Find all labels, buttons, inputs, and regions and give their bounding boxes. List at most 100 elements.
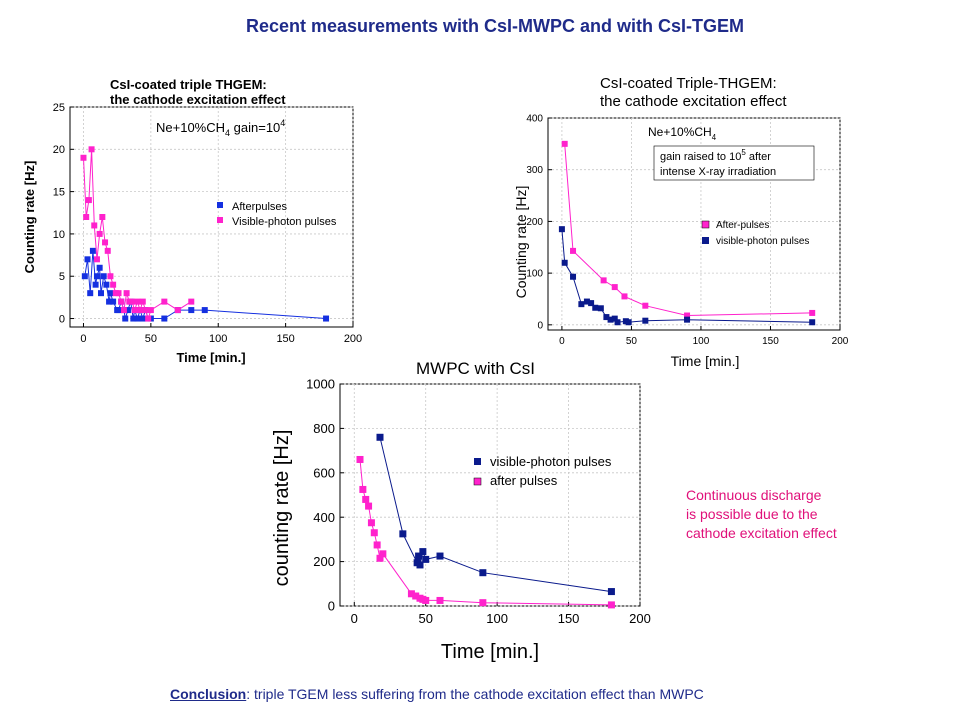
series-1-point [422, 555, 430, 563]
note-line-2: is possible due to the [686, 506, 818, 522]
series-2-point [583, 298, 590, 305]
series-2-point [359, 485, 367, 493]
legend-label-2: visible-photon pulses [716, 236, 809, 247]
y-tick-label: 800 [313, 421, 335, 436]
x-tick-label: 150 [558, 611, 580, 626]
chart-title: MWPC with CsI [416, 359, 535, 378]
x-tick-label: 100 [693, 336, 710, 347]
series-2-point [120, 307, 127, 314]
series-2-point [85, 197, 92, 204]
series-2-point [80, 154, 87, 161]
annotation-box [653, 145, 815, 181]
x-tick-label: 150 [762, 336, 779, 347]
series-2-point [607, 601, 615, 609]
series-1-point [479, 569, 487, 577]
slide-title: Recent measurements with CsI-MWPC and wi… [245, 16, 745, 36]
thgem-excitation-chart: 0 50 100 150 200 0 5 10 15 20 25 Time [min.] Countin… [22, 77, 362, 365]
series-1-point [684, 312, 691, 319]
series-1-point [134, 315, 141, 322]
y-axis-label: counting rate [Hz] [271, 430, 293, 587]
series-2-point [379, 550, 387, 558]
series-2-point [83, 214, 90, 220]
series-1-point [81, 273, 88, 280]
legend-label-1: Afterpulses [232, 201, 288, 213]
series-2-point [99, 214, 106, 220]
note-line-1: Continuous discharge [686, 487, 822, 503]
series-2-point [809, 319, 816, 326]
series-2-point [603, 314, 610, 321]
series-2-point [115, 290, 122, 297]
series-1-point [130, 315, 137, 322]
series-2-point [88, 146, 95, 153]
series-2-point [356, 455, 364, 463]
y-tick-label: 1000 [306, 377, 335, 392]
series-2-point [93, 256, 100, 263]
x-tick-label: 100 [209, 333, 227, 345]
series-1-point [809, 309, 816, 316]
y-tick-label: 200 [526, 217, 543, 228]
annotation-irradiation: intense X-ray irradiation [660, 166, 776, 178]
series-2-point [188, 298, 195, 305]
series-2-point [142, 307, 149, 314]
series-1-point [607, 588, 615, 596]
chart-subtitle: the cathode excitation effect [110, 92, 286, 107]
series-2-point [118, 298, 125, 305]
x-axis-label: Time [min.] [671, 353, 740, 369]
x-tick-label: 100 [486, 611, 508, 626]
series-2-point [570, 273, 577, 280]
y-tick-label: 100 [526, 269, 543, 280]
x-tick-label: 0 [559, 336, 565, 347]
legend-marker-2 [217, 217, 223, 223]
series-1-point [106, 298, 113, 305]
series-2-point [362, 495, 370, 503]
conclusion-label: Conclusion [170, 686, 247, 702]
y-tick-label: 20 [53, 144, 65, 156]
series-2-point [407, 590, 415, 598]
series-2-point [91, 222, 98, 229]
series-1-point [93, 273, 100, 280]
series-1-point [376, 433, 384, 441]
chart-title: CsI-coated triple THGEM: [110, 77, 267, 92]
series-2-point [607, 316, 614, 323]
series-2-point [174, 307, 181, 314]
legend-marker-1 [474, 458, 481, 465]
series-1-point [84, 256, 91, 263]
series-2-point [102, 239, 109, 246]
series-1-point [323, 315, 330, 322]
y-tick-label: 0 [328, 599, 335, 614]
series-2-point [422, 596, 430, 604]
series-1-point [97, 290, 104, 297]
series-1-point [115, 307, 122, 314]
legend-marker-1 [217, 202, 223, 208]
series-2-point [147, 307, 154, 314]
series-2-point [370, 529, 378, 537]
series-1-point [96, 264, 103, 271]
y-tick-label: 15 [53, 186, 65, 198]
series-2-point [367, 519, 375, 527]
mwpc-chart: 0 50 100 150 200 0 200 400 600 800 1000 Time [min.]… [271, 359, 651, 663]
thgem-xray-chart: 0 50 100 150 200 0 100 200 300 400 Time [min.] Coun… [513, 75, 849, 369]
x-tick-label: 200 [629, 611, 651, 626]
annotation-gain: gain raised to 105 after [660, 148, 771, 163]
series-2-point [592, 304, 599, 311]
x-tick-label: 50 [626, 336, 638, 347]
series-1-point [107, 290, 114, 297]
y-tick-label: 300 [526, 165, 543, 176]
series-1-point [419, 548, 427, 556]
series-2-point [96, 230, 103, 237]
series-line-1 [564, 143, 813, 317]
series-1-point [570, 247, 577, 254]
series-2-point [145, 315, 152, 322]
y-tick-label: 0 [59, 313, 65, 325]
series-2-point [578, 301, 585, 308]
series-1-point [416, 561, 424, 569]
series-2-point [561, 259, 568, 266]
series-1-point [92, 281, 99, 288]
y-tick-label: 0 [537, 320, 543, 331]
series-2-point [123, 290, 130, 297]
y-tick-label: 400 [526, 114, 543, 125]
y-tick-label: 600 [313, 465, 335, 480]
series-2-point [131, 307, 138, 314]
series-2-point [134, 298, 141, 305]
x-axis-label: Time [min.] [176, 350, 245, 365]
